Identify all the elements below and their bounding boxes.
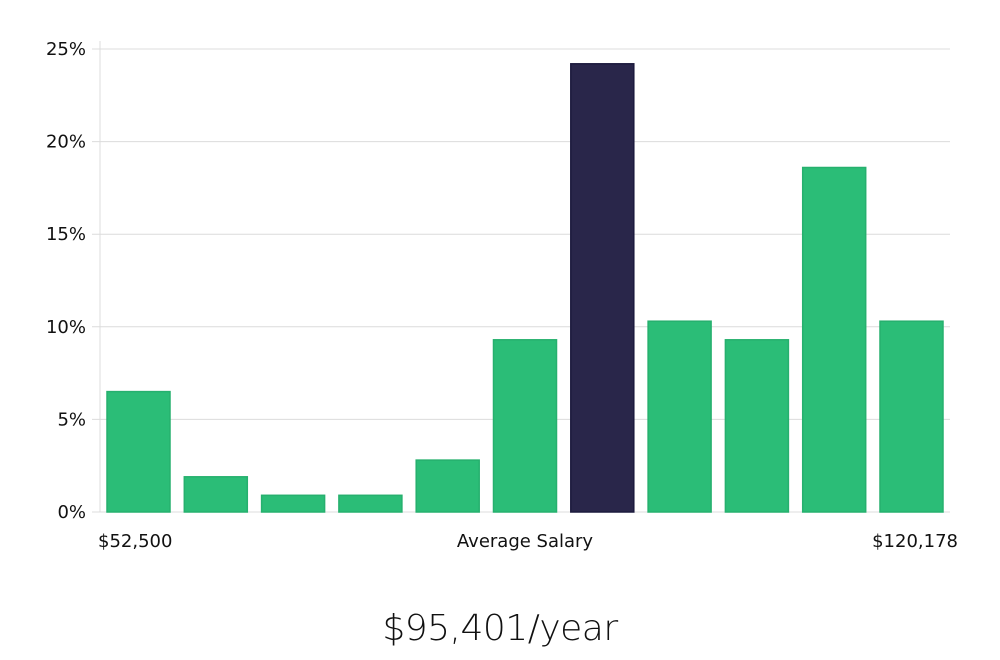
histogram-bar <box>338 494 403 513</box>
y-axis-ticks: 0% 5% 10% 15% 20% 25% <box>46 39 86 523</box>
y-tick-label: 15% <box>46 224 86 245</box>
histogram-bar-highlighted <box>570 63 635 513</box>
x-max-label: $120,178 <box>872 531 958 552</box>
histogram-bar <box>724 339 790 513</box>
y-tick-label: 10% <box>46 317 86 338</box>
y-tick-label: 25% <box>46 39 86 60</box>
histogram-bar <box>106 390 171 513</box>
histogram-bar <box>879 320 944 513</box>
histogram-bar <box>647 320 712 513</box>
x-min-label: $52,500 <box>98 531 172 552</box>
histogram-bar <box>183 476 249 513</box>
x-axis-label: Average Salary <box>457 531 594 552</box>
histogram-bar <box>492 339 558 513</box>
histogram-bars <box>106 63 944 513</box>
y-tick-label: 20% <box>46 132 86 153</box>
y-tick-label: 5% <box>57 409 86 430</box>
average-salary-value: $95,401/year <box>382 608 618 649</box>
histogram-bar <box>415 459 480 513</box>
histogram-bar <box>801 166 867 513</box>
histogram-bar <box>260 494 326 513</box>
y-tick-label: 0% <box>57 502 86 523</box>
